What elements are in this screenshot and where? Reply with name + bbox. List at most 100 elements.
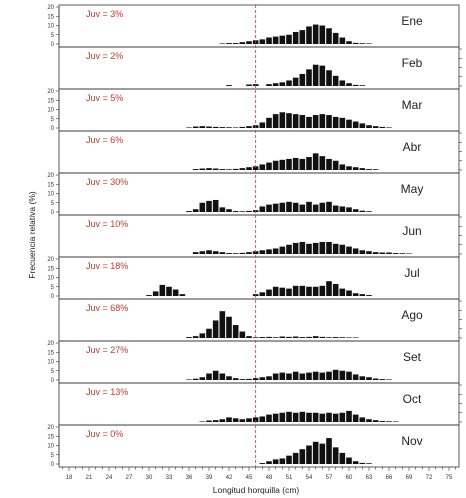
bar xyxy=(332,160,339,170)
bar xyxy=(186,211,192,212)
y-tick-label: 10 xyxy=(47,108,54,114)
bar xyxy=(192,126,199,128)
bar xyxy=(346,207,352,213)
bar xyxy=(346,290,352,296)
bar xyxy=(272,248,279,254)
bar xyxy=(326,70,332,86)
y-tick-label: 5 xyxy=(51,369,55,375)
bar xyxy=(272,373,279,380)
bar xyxy=(206,200,212,212)
bar xyxy=(332,116,339,128)
bar xyxy=(259,377,266,380)
bar xyxy=(259,463,266,464)
bar xyxy=(306,286,312,296)
bar xyxy=(286,288,292,296)
x-tick-label: 24 xyxy=(106,475,113,481)
bar xyxy=(206,373,212,380)
bar xyxy=(379,379,386,380)
bar xyxy=(312,64,319,86)
bar xyxy=(352,248,359,254)
bar xyxy=(266,414,272,422)
bar xyxy=(199,126,206,128)
panel-may: Juv = 30% May 0 5 10 15 20 xyxy=(47,172,460,216)
x-tick-label: 48 xyxy=(266,475,273,481)
bar xyxy=(286,201,292,212)
bar xyxy=(186,379,192,380)
bar xyxy=(386,379,392,380)
bar xyxy=(272,160,279,170)
x-tick-label: 45 xyxy=(246,475,253,481)
bar xyxy=(306,69,312,86)
bar xyxy=(359,168,366,170)
bar xyxy=(366,377,372,380)
bar xyxy=(386,127,392,128)
y-tick-label: 10 xyxy=(47,360,54,366)
juvenile-percentage: Juv = 18% xyxy=(86,261,128,271)
bar xyxy=(179,294,186,296)
bar xyxy=(279,202,286,212)
bar xyxy=(172,289,179,296)
bar xyxy=(319,413,326,423)
bar xyxy=(212,126,219,128)
bar xyxy=(306,372,312,380)
x-tick-label: 75 xyxy=(446,475,453,481)
bar xyxy=(292,371,299,381)
bar xyxy=(292,452,299,464)
bar xyxy=(299,158,306,170)
x-axis-title: Longitud horquilla (cm) xyxy=(213,485,300,495)
bar xyxy=(259,250,266,254)
bar xyxy=(239,211,246,212)
bar xyxy=(352,374,359,380)
panel-oct: Juv = 13% Oct xyxy=(58,382,462,426)
bar xyxy=(392,421,399,422)
bar xyxy=(146,295,152,296)
bar xyxy=(239,419,246,422)
x-tick-label: 18 xyxy=(66,475,73,481)
bar xyxy=(266,376,272,380)
bar xyxy=(252,417,259,423)
bar xyxy=(219,419,226,422)
bar xyxy=(346,457,352,464)
x-tick-label: 33 xyxy=(166,475,173,481)
bar xyxy=(246,418,252,422)
bar xyxy=(199,168,206,170)
y-tick-label: 5 xyxy=(51,453,55,459)
bar xyxy=(366,419,372,422)
bar xyxy=(312,115,319,128)
bar xyxy=(372,378,379,380)
bar xyxy=(259,122,266,128)
bar xyxy=(392,253,399,254)
month-label: Jul xyxy=(404,266,419,280)
bar xyxy=(232,127,239,128)
bar xyxy=(299,30,306,45)
y-tick-label: 20 xyxy=(47,89,54,95)
x-tick-label: 69 xyxy=(406,475,413,481)
bar xyxy=(319,443,326,464)
bar xyxy=(286,158,292,170)
bar xyxy=(246,167,252,170)
bar xyxy=(312,286,319,296)
bar xyxy=(279,287,286,297)
month-label: Jun xyxy=(402,224,421,238)
bar xyxy=(346,83,352,86)
bar xyxy=(272,203,279,213)
juvenile-percentage: Juv = 10% xyxy=(86,219,128,229)
x-tick-label: 42 xyxy=(226,475,233,481)
bar xyxy=(326,115,332,128)
y-tick-label: 15 xyxy=(47,434,54,440)
bar xyxy=(259,164,266,170)
bar xyxy=(339,288,346,296)
x-tick-label: 57 xyxy=(326,475,333,481)
bar xyxy=(332,447,339,464)
month-label: Ene xyxy=(401,14,423,28)
bar xyxy=(199,421,206,422)
bar xyxy=(246,378,252,380)
juvenile-percentage: Juv = 27% xyxy=(86,345,128,355)
bar xyxy=(292,412,299,422)
bar xyxy=(272,286,279,296)
bar xyxy=(346,41,352,44)
bar xyxy=(346,410,352,422)
bar xyxy=(366,211,372,212)
juvenile-percentage: Juv = 5% xyxy=(86,93,123,103)
juvenile-percentage: Juv = 0% xyxy=(86,429,123,439)
